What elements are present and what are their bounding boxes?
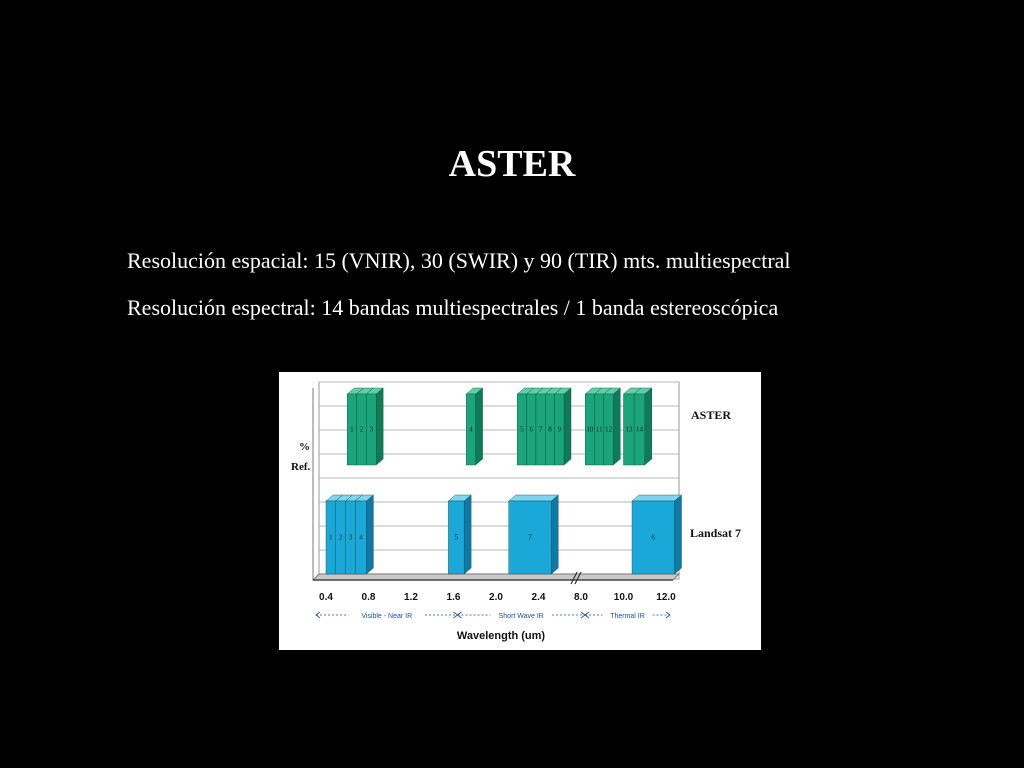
- bar-front: [633, 393, 645, 466]
- bar-front: [466, 393, 476, 466]
- y-label-ref: Ref.: [291, 461, 310, 473]
- x-tick-label-4: 2.0: [489, 592, 503, 603]
- band-label: 14: [636, 426, 644, 434]
- band-label: 7: [528, 534, 532, 542]
- bar-side: [366, 494, 374, 575]
- bar-landsat-band-7: 7: [508, 494, 559, 575]
- bar-front: [603, 393, 614, 466]
- bar-side: [674, 494, 682, 575]
- x-tick-label-7: 10.0: [614, 592, 634, 603]
- region-arrow-right-2: [665, 611, 671, 619]
- band-label: 4: [359, 534, 363, 542]
- spatial-resolution-text: Resolución espacial: 15 (VNIR), 30 (SWIR…: [127, 248, 791, 273]
- band-label: 5: [520, 426, 524, 434]
- band-comparison-chart: 1 2 3 4 5 6 7 8 9 10 11 12 13 14 1 2 3 4 5 7 6 0.4 0.8 1.2 1.6 2…: [279, 372, 761, 650]
- x-tick-label-1: 0.8: [362, 592, 376, 603]
- bar-side: [463, 494, 472, 575]
- bar-aster-band-4: 4: [465, 387, 484, 466]
- band-label: 9: [558, 426, 562, 434]
- bar-side: [375, 387, 384, 466]
- bar-aster-band-12: 12: [603, 387, 621, 466]
- bar-landsat-band-6: 6: [631, 494, 683, 575]
- region-label-1: Short Wave IR: [499, 613, 544, 620]
- x-tick-label-2: 1.2: [404, 592, 418, 603]
- band-label: 3: [370, 426, 374, 434]
- x-tick-label-5: 2.4: [532, 592, 546, 603]
- band-label: 7: [539, 426, 543, 434]
- chart-floor: [311, 573, 681, 581]
- bar-side: [644, 387, 652, 466]
- band-label: 6: [530, 426, 534, 434]
- region-arrow-left-2: [584, 611, 590, 619]
- bar-side: [613, 387, 621, 466]
- bar-aster-band-14: 14: [633, 387, 653, 466]
- band-label: 13: [625, 426, 633, 434]
- x-tick-label-3: 1.6: [447, 592, 461, 603]
- band-label: 8: [548, 426, 552, 434]
- bar-landsat-band-5: 5: [447, 494, 472, 575]
- bar-aster-band-3: 3: [365, 387, 384, 466]
- band-label: 11: [596, 426, 603, 434]
- x-tick-label-8: 12.0: [656, 592, 676, 603]
- x-axis-title: Wavelength (um): [457, 630, 546, 642]
- band-label: 1: [350, 426, 354, 434]
- series-label-aster: ASTER: [691, 408, 731, 422]
- bar-aster-band-9: 9: [554, 387, 572, 466]
- bar-top: [631, 494, 683, 502]
- series-label-landsat: Landsat 7: [690, 526, 741, 540]
- spectral-resolution-text: Resolución espectral: 14 bandas multiesp…: [127, 295, 779, 320]
- bar-front: [366, 393, 377, 466]
- bar-front: [631, 500, 675, 575]
- bar-top: [508, 494, 559, 502]
- region-label-2: Thermal IR: [610, 613, 645, 620]
- slide-title: ASTER: [448, 143, 576, 185]
- bar-side: [475, 387, 483, 466]
- band-label: 2: [360, 426, 364, 434]
- axis-layer: 0.4 0.8 1.2 1.6 2.0 2.4 8.0 10.0 12.0 Visible - N…: [315, 592, 676, 620]
- bar-landsat-band-4: 4: [354, 494, 374, 575]
- bar-front: [554, 393, 565, 466]
- region-arrow-left-1: [456, 611, 462, 619]
- bar-side: [563, 387, 572, 466]
- bar-side: [551, 494, 559, 575]
- band-label: 5: [455, 534, 459, 542]
- band-label: 4: [469, 426, 473, 434]
- band-label: 3: [349, 534, 353, 542]
- bar-front: [355, 500, 367, 575]
- y-label-percent: %: [299, 441, 310, 453]
- bar-front: [508, 500, 552, 575]
- band-label: 2: [339, 534, 343, 542]
- region-label-0: Visible - Near IR: [361, 613, 412, 620]
- band-label: 12: [605, 426, 613, 434]
- band-label: 10: [586, 426, 594, 434]
- axis-break-mark: [570, 571, 582, 585]
- bar-front: [448, 500, 465, 575]
- band-label: 6: [652, 534, 656, 542]
- band-label: 1: [329, 534, 333, 542]
- x-tick-label-0: 0.4: [319, 592, 333, 603]
- bars-layer: 1 2 3 4 5 6 7 8 9 10 11 12 13 141 2 3 4 5 7 6: [325, 387, 683, 575]
- chart-svg: 1 2 3 4 5 6 7 8 9 10 11 12 13 141 2 3 4 5 7 6 0.4 0.8 1.2 1.6 2…: [291, 381, 741, 642]
- region-arrow-left-0: [315, 611, 321, 619]
- x-tick-label-6: 8.0: [574, 592, 588, 603]
